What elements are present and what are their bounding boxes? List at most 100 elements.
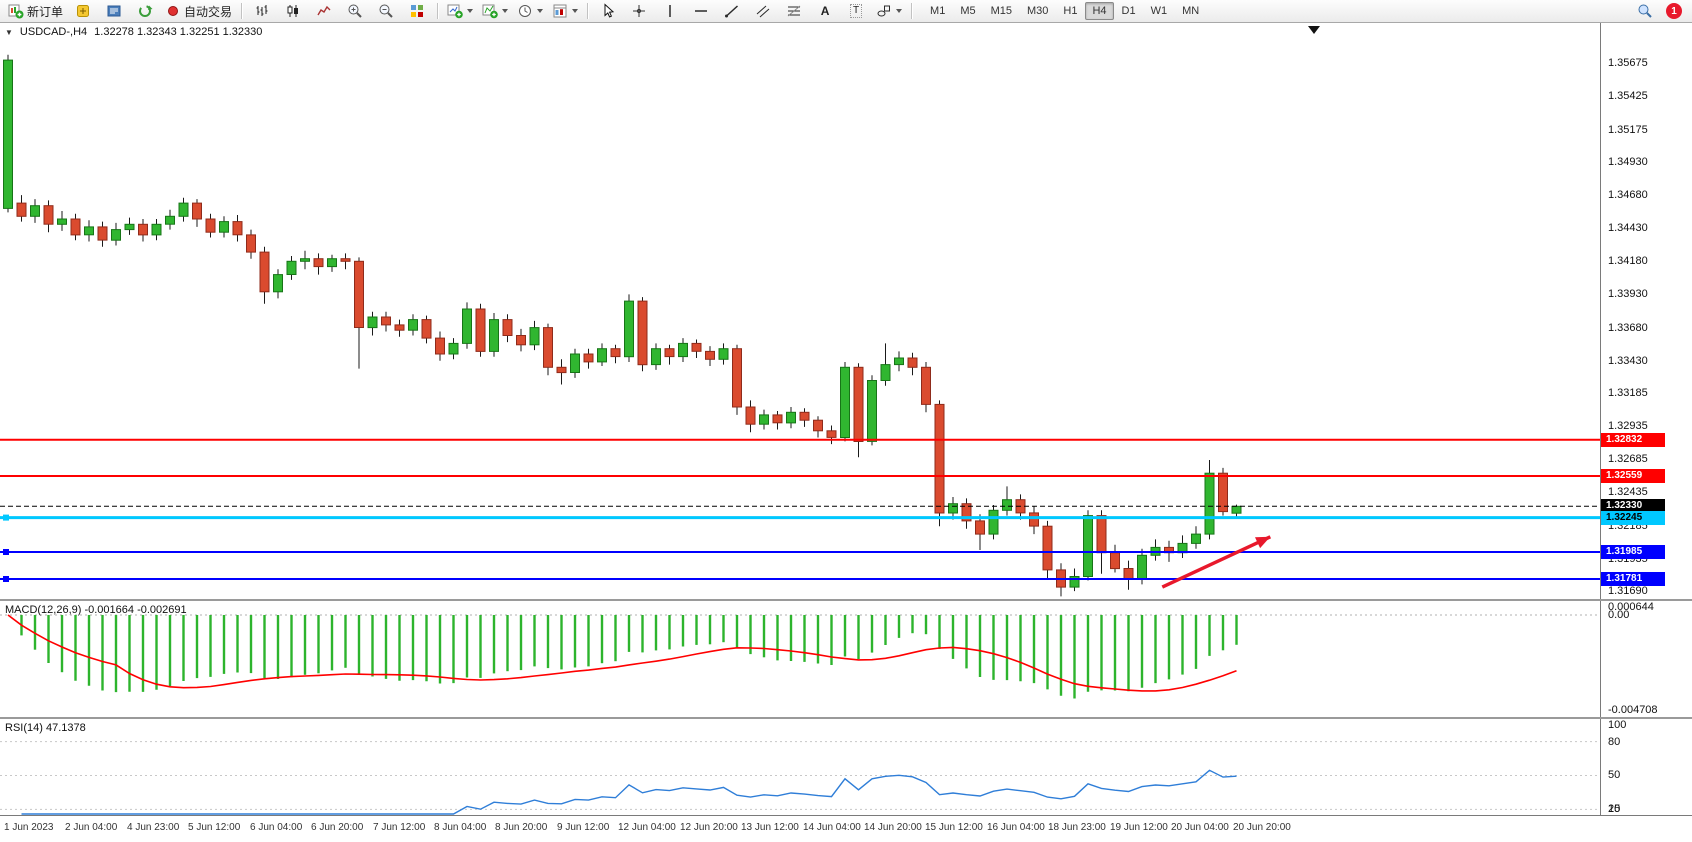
candle-bear: [246, 234, 256, 253]
cursor-button[interactable]: [593, 0, 623, 22]
trendline-button[interactable]: [717, 0, 747, 22]
macd-axis[interactable]: 0.000644 0.00 -0.004708: [1600, 601, 1692, 717]
price-tag-support-1: 1.31985: [1601, 545, 1665, 559]
dropdown-caret-icon: [572, 9, 579, 13]
price-chart-canvas[interactable]: [0, 23, 1600, 599]
hline-handle[interactable]: [3, 514, 9, 521]
candle-bull: [165, 215, 175, 225]
candlestick-chart-button[interactable]: [278, 0, 308, 22]
candle-bear: [138, 223, 148, 236]
ohlc-readout: 1.32278 1.32343 1.32251 1.32330: [94, 26, 263, 38]
macd-label: MACD(12,26,9) -0.001664 -0.002691: [5, 604, 187, 616]
candle-bull: [880, 364, 891, 382]
candle-bear: [381, 316, 391, 326]
price-axis[interactable]: 1.35675 1.35425 1.35175 1.34930 1.34680 1.344…: [1600, 23, 1692, 599]
rsi-axis-label: 50: [1608, 769, 1621, 781]
notification-badge[interactable]: 1: [1666, 3, 1682, 19]
text-button[interactable]: A: [810, 0, 840, 22]
hline-handle[interactable]: [3, 549, 9, 555]
candle-bear: [43, 205, 54, 225]
macd-canvas[interactable]: [0, 601, 1600, 717]
zoom-out-icon: [379, 4, 393, 18]
indicators-button[interactable]: [478, 0, 512, 22]
rsi-canvas[interactable]: [0, 719, 1600, 815]
refresh-button[interactable]: [130, 0, 160, 22]
metaeditor-button[interactable]: [68, 0, 98, 22]
price-tag-resistance-2: 1.32559: [1601, 469, 1665, 483]
tile-windows-icon: [411, 5, 424, 17]
price-axis-label: 1.35175: [1608, 124, 1648, 136]
candle-bear: [1029, 512, 1039, 527]
crosshair-button[interactable]: [624, 0, 654, 22]
rsi-axis[interactable]: 100 80 50 20 15: [1600, 719, 1692, 815]
candle-bull: [1204, 472, 1215, 535]
one-click-trading-toggle[interactable]: ▼: [5, 27, 13, 37]
price-axis-label: 1.35425: [1608, 90, 1648, 102]
zoom-out-button[interactable]: [371, 0, 401, 22]
dropdown-caret-icon: [537, 9, 544, 13]
price-tag-support-aqua: 1.32245: [1601, 511, 1665, 525]
periods-button[interactable]: [513, 0, 547, 22]
candle-bull: [408, 319, 418, 331]
time-axis-label: 8 Jun 04:00: [434, 822, 487, 833]
candle-bear: [745, 406, 756, 425]
time-axis[interactable]: 1 Jun 2023 2 Jun 04:00 4 Jun 23:00 5 Jun 12…: [0, 815, 1692, 842]
timeframe-M15[interactable]: M15: [984, 2, 1019, 20]
macd-axis-label: -0.004708: [1608, 704, 1658, 716]
timeframe-H1[interactable]: H1: [1056, 2, 1084, 20]
price-axis-label: 1.34930: [1608, 156, 1648, 168]
rsi-axis-label: 15: [1608, 803, 1621, 815]
timeframe-M5[interactable]: M5: [953, 2, 982, 20]
candle-bear: [259, 251, 270, 293]
line-chart-button[interactable]: [309, 0, 339, 22]
profiles-button[interactable]: [99, 0, 129, 22]
trendline-icon: [725, 5, 739, 18]
candle-bull: [286, 260, 297, 276]
time-axis-label: 12 Jun 04:00: [618, 822, 676, 833]
zoom-in-button[interactable]: [340, 0, 370, 22]
bar-chart-button[interactable]: [247, 0, 277, 22]
channel-button[interactable]: [748, 0, 778, 22]
candle-bear: [475, 308, 486, 352]
label-button[interactable]: T: [841, 0, 871, 22]
fibonacci-button[interactable]: [779, 0, 809, 22]
new-chart-button[interactable]: [443, 0, 477, 22]
timeframe-M30[interactable]: M30: [1020, 2, 1055, 20]
hline-handle[interactable]: [3, 576, 9, 582]
toolbar-separator: [587, 3, 589, 19]
bar-chart-icon: [256, 5, 268, 16]
candle-bull: [3, 59, 13, 209]
timeframe-M1[interactable]: M1: [923, 2, 952, 20]
search-button[interactable]: [1630, 0, 1660, 22]
candle-bull: [651, 348, 661, 366]
auto-trading-button[interactable]: 自动交易: [161, 0, 236, 22]
timeframe-MN[interactable]: MN: [1175, 2, 1206, 20]
timeframe-D1[interactable]: D1: [1115, 2, 1143, 20]
new-order-button[interactable]: 新订单: [4, 0, 67, 22]
vertical-line-button[interactable]: [655, 0, 685, 22]
time-axis-label: 6 Jun 04:00: [250, 822, 303, 833]
auto-trading-label: 自动交易: [184, 4, 233, 19]
candle-bull: [124, 223, 135, 231]
pane-splitter[interactable]: [0, 717, 1692, 719]
candle-bear: [16, 202, 27, 217]
time-axis-label: 15 Jun 12:00: [925, 822, 983, 833]
trend-arrow[interactable]: [1161, 535, 1272, 589]
tile-windows-button[interactable]: [402, 0, 432, 22]
toolbar-separator: [241, 3, 243, 19]
chart-shift-marker[interactable]: [1308, 26, 1320, 34]
horizontal-line-button[interactable]: [686, 0, 716, 22]
candle-bull: [1002, 499, 1012, 511]
timeframe-H4[interactable]: H4: [1085, 2, 1114, 20]
shapes-button[interactable]: [872, 0, 906, 22]
timeframe-W1[interactable]: W1: [1144, 2, 1175, 20]
time-axis-label: 14 Jun 20:00: [864, 822, 922, 833]
price-axis-label: 1.35675: [1608, 57, 1648, 69]
refresh-icon: [139, 5, 153, 17]
toolbar-right-group: 1: [1630, 0, 1688, 22]
pane-splitter[interactable]: [0, 599, 1692, 601]
main-toolbar: 新订单 自动交易: [0, 0, 1692, 23]
candle-bear: [313, 258, 324, 268]
templates-button[interactable]: [548, 0, 582, 22]
